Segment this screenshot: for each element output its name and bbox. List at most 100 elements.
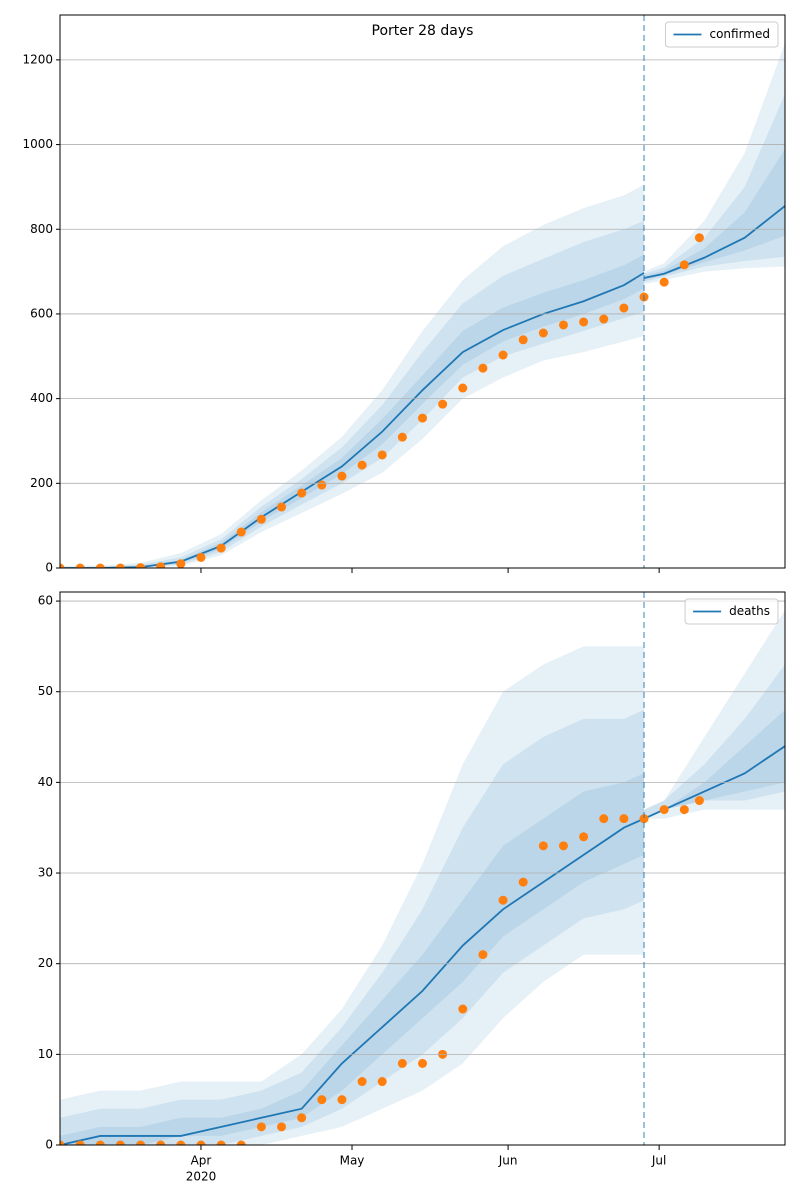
y-tick-label: 0: [45, 1138, 53, 1152]
observed-point: [156, 562, 166, 568]
observed-point: [659, 277, 669, 287]
y-tick-label: 20: [38, 956, 53, 970]
y-tick-label: 40: [38, 775, 53, 789]
model-line: [643, 745, 785, 820]
uncertainty-band: [644, 664, 785, 819]
y-tick-label: 60: [38, 594, 53, 608]
legend-frame: [684, 598, 779, 625]
axes-frame: [59, 591, 786, 1146]
observed-point: [75, 1140, 85, 1145]
observed-point: [558, 841, 568, 851]
observed-point: [418, 1058, 427, 1068]
model-line: [60, 817, 645, 1145]
observed-point: [458, 383, 468, 393]
uncertainty-band: [60, 254, 645, 568]
observed-point: [95, 1140, 105, 1145]
observed-point: [136, 1140, 146, 1145]
uncertainty-band: [60, 709, 645, 1145]
y-tick-label: 0: [45, 561, 53, 575]
observed-point: [297, 1113, 307, 1123]
observed-point: [196, 1140, 206, 1145]
uncertainty-band: [60, 220, 645, 568]
observed-point: [518, 335, 528, 345]
observed-point: [256, 514, 266, 524]
observed-point: [337, 1095, 347, 1105]
x-tick-label: May: [340, 1154, 365, 1168]
uncertainty-band: [60, 646, 645, 1145]
observed-point: [599, 314, 609, 324]
observed-point: [156, 1140, 166, 1145]
observed-point: [377, 450, 387, 460]
observed-point: [659, 805, 669, 815]
uncertainty-band: [60, 184, 645, 568]
observed-point: [397, 1058, 407, 1068]
observed-point: [75, 563, 85, 568]
observed-point: [60, 1140, 65, 1145]
observed-point: [377, 1077, 387, 1087]
y-tick-label: 10: [38, 1047, 53, 1061]
observed-point: [357, 1077, 367, 1087]
uncertainty-band: [644, 148, 785, 281]
observed-point: [538, 841, 548, 851]
observed-point: [478, 363, 488, 373]
model-line: [643, 205, 785, 279]
observed-point: [599, 814, 609, 824]
y-tick-label: 600: [30, 306, 53, 320]
x-tick-label: Jun: [498, 1154, 518, 1168]
observed-point: [498, 895, 508, 905]
observed-point: [277, 502, 287, 512]
legend-label: deaths: [729, 604, 770, 618]
y-tick-label: 800: [30, 222, 53, 236]
observed-point: [498, 350, 508, 360]
chart-title: Porter 28 days: [372, 23, 474, 39]
observed-point: [196, 552, 206, 562]
observed-point: [115, 1140, 125, 1145]
observed-point: [619, 303, 629, 313]
observed-point: [694, 233, 704, 243]
legend: confirmed: [664, 21, 779, 48]
observed-point: [619, 814, 629, 824]
plot-area: [60, 610, 785, 1145]
observed-point: [357, 460, 367, 470]
observed-point: [176, 1140, 186, 1145]
observed-point: [277, 1122, 287, 1132]
y-tick-label: 1200: [22, 52, 53, 66]
legend: deaths: [684, 598, 779, 625]
observed-point: [458, 1004, 468, 1014]
observed-point: [136, 563, 146, 568]
y-tick-label: 200: [30, 476, 53, 490]
observed-point: [317, 480, 327, 490]
y-tick-label: 30: [38, 866, 53, 880]
observed-point: [95, 563, 105, 568]
legend-label: confirmed: [709, 27, 770, 41]
observed-point: [579, 832, 589, 842]
observed-point: [337, 471, 347, 481]
observed-point: [558, 320, 568, 330]
axes-frame: [59, 14, 786, 569]
observed-point: [418, 413, 427, 423]
x-tick-label: Jul: [651, 1154, 666, 1168]
x-year-label: 2020: [186, 1170, 217, 1184]
observed-point: [579, 317, 589, 327]
observed-point: [518, 877, 528, 887]
x-tick-label: Apr: [191, 1154, 212, 1168]
observed-point: [538, 328, 548, 338]
observed-point: [236, 527, 246, 537]
observed-point: [438, 399, 448, 409]
observed-point: [115, 563, 125, 568]
uncertainty-band: [644, 93, 785, 283]
uncertainty-band: [644, 610, 785, 819]
observed-point: [216, 1140, 226, 1145]
y-tick-label: 50: [38, 684, 53, 698]
observed-point: [236, 1140, 246, 1145]
observed-point: [256, 1122, 266, 1132]
observed-point: [478, 950, 488, 960]
observed-point: [639, 814, 649, 824]
observed-point: [176, 559, 186, 568]
plot-area: [60, 42, 785, 568]
uncertainty-band: [60, 773, 645, 1145]
y-tick-label: 400: [30, 391, 53, 405]
observed-point: [216, 543, 226, 553]
